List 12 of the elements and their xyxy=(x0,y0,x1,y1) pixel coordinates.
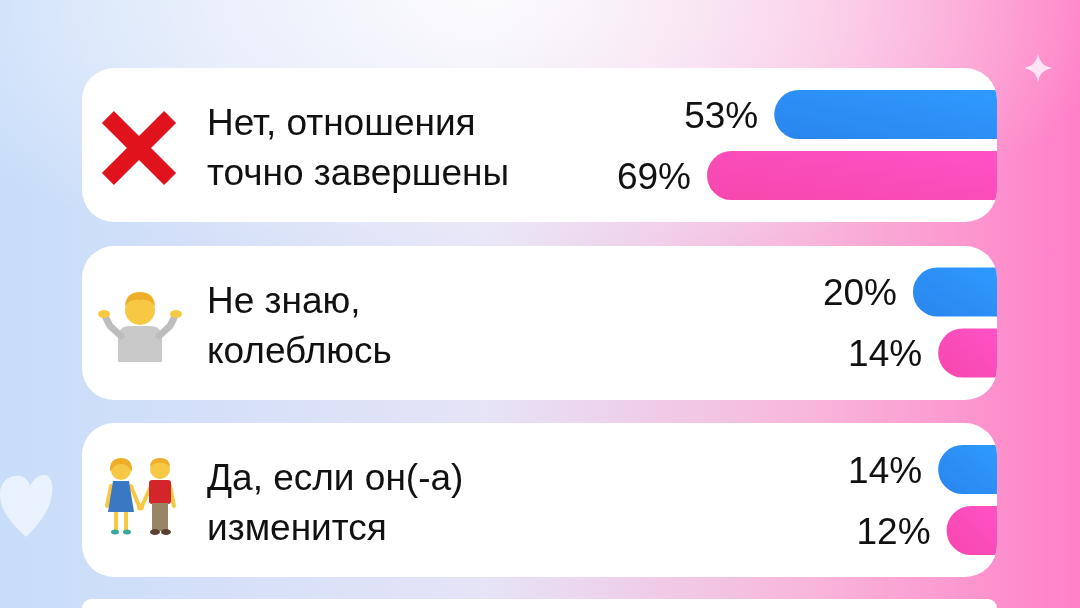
data-label: 12% xyxy=(856,510,931,552)
data-label: 53% xyxy=(684,94,759,136)
y-tick-label: Не знаю, колеблюсь xyxy=(207,279,392,371)
data-label: 20% xyxy=(822,272,897,313)
y-tick-label: Да, если он(-а) изменится xyxy=(207,457,464,548)
y-tick-label: Нет, отношения точно завершены xyxy=(207,102,510,193)
bar xyxy=(912,267,997,317)
bar xyxy=(774,90,997,139)
bar xyxy=(707,151,997,200)
data-label: 69% xyxy=(616,155,691,197)
data-label: 14% xyxy=(848,449,923,491)
data-label: 14% xyxy=(848,333,923,374)
